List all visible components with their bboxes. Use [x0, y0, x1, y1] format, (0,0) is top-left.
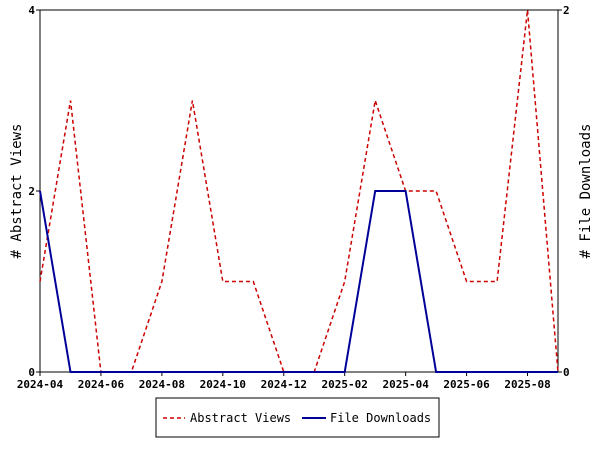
y2-axis-ticks: 02: [558, 4, 570, 379]
y-tick-label: 4: [28, 4, 35, 17]
legend-box: [155, 397, 440, 438]
x-tick-label: 2025-04: [382, 378, 429, 391]
y-axis-title: # Abstract Views: [9, 124, 25, 259]
plot-frame: [39, 9, 559, 373]
x-tick-label: 2024-06: [78, 378, 125, 391]
y-axis-ticks: 0 2 4: [28, 4, 40, 379]
x-tick-label: 2024-12: [261, 378, 307, 391]
legend-label-abstract-views: Abstract Views: [190, 411, 291, 425]
x-tick-label: 2025-06: [443, 378, 490, 391]
x-tick-label: 2025-02: [322, 378, 368, 391]
y2-axis-title: # File Downloads: [578, 124, 594, 259]
series-line-abstract-views: [39, 9, 559, 373]
y-tick-label: 0: [28, 366, 35, 379]
series-line-file-downloads: [39, 190, 558, 373]
series-layer: [39, 9, 559, 373]
x-tick-label: 2024-08: [139, 378, 185, 391]
x-axis-ticks: 2024-04 2024-06 2024-08 2024-10 2024-12 2025-…: [17, 372, 551, 391]
legend-label-file-downloads: File Downloads: [330, 411, 431, 425]
y2-tick-label: 2: [563, 4, 570, 17]
y2-tick-label: 0: [563, 366, 570, 379]
legend: Abstract Views File Downloads: [155, 397, 440, 438]
y-tick-label: 2: [28, 185, 35, 198]
x-tick-label: 2024-10: [200, 378, 246, 391]
x-tick-label: 2025-08: [504, 378, 550, 391]
x-tick-label: 2024-04: [17, 378, 64, 391]
